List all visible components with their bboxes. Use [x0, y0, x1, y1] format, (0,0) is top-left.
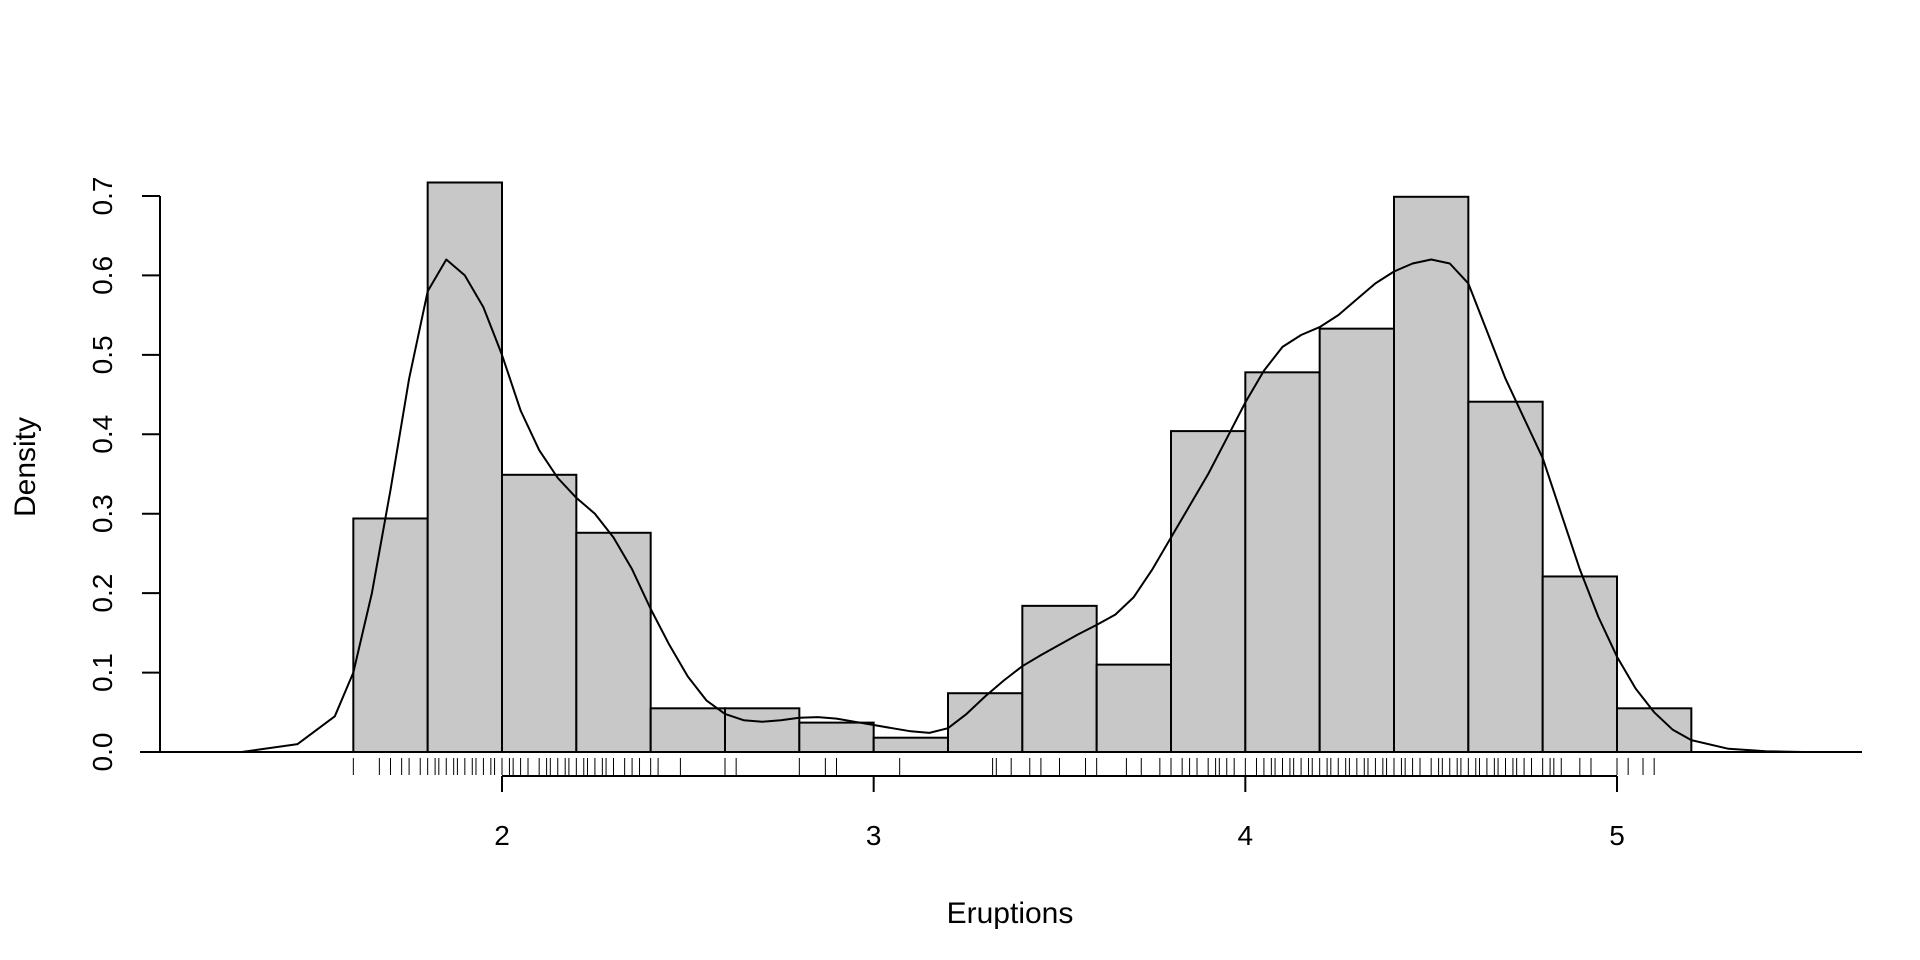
histogram-bar-9: [1021, 604, 1098, 754]
density-curve: [148, 258, 1859, 753]
histogram-bar-0: [352, 517, 429, 753]
x-tick-label: 2: [494, 820, 510, 851]
histogram-bar-15: [1467, 400, 1544, 753]
y-tick-label: 0.0: [87, 733, 118, 772]
histogram-bar-1: [426, 181, 503, 754]
density-curve-layer: [140, 258, 1862, 753]
histogram-bar-12: [1244, 371, 1321, 753]
histogram-bar-3: [575, 531, 652, 754]
histogram-bar-8: [947, 692, 1024, 753]
x-tick-label: 3: [866, 820, 882, 851]
histogram-bars: [352, 181, 1693, 754]
rug-marks: [352, 758, 1655, 775]
histogram-bar-7: [872, 736, 950, 754]
y-tick-label: 0.4: [87, 415, 118, 454]
x-tick-label: 4: [1238, 820, 1254, 851]
y-tick-label: 0.1: [87, 653, 118, 692]
y-tick-label: 0.3: [87, 494, 118, 533]
y-tick-label: 0.5: [87, 335, 118, 374]
histogram-bar-10: [1095, 663, 1172, 754]
y-axis: 0.0 0.1 0.2 0.3 0.4 0.5 0.6 0.7: [87, 177, 161, 772]
histogram-bar-11: [1170, 430, 1247, 753]
histogram-bar-6: [798, 721, 875, 754]
histogram-bar-4: [649, 707, 727, 753]
y-axis-title: Density: [9, 417, 42, 517]
y-tick-label: 0.7: [87, 177, 118, 216]
x-tick-label: 5: [1609, 820, 1625, 851]
y-tick-label: 0.2: [87, 574, 118, 613]
histogram-bar-17: [1616, 707, 1693, 753]
histogram-bar-5: [724, 707, 801, 753]
y-tick-label: 0.6: [87, 256, 118, 295]
histogram-bar-2: [501, 473, 578, 753]
x-axis: 2 3 4 5: [494, 775, 1625, 851]
x-axis-title: Eruptions: [947, 897, 1074, 930]
histogram-bar-14: [1393, 195, 1470, 753]
histogram-bar-13: [1318, 327, 1395, 753]
histogram-bar-16: [1541, 575, 1618, 753]
